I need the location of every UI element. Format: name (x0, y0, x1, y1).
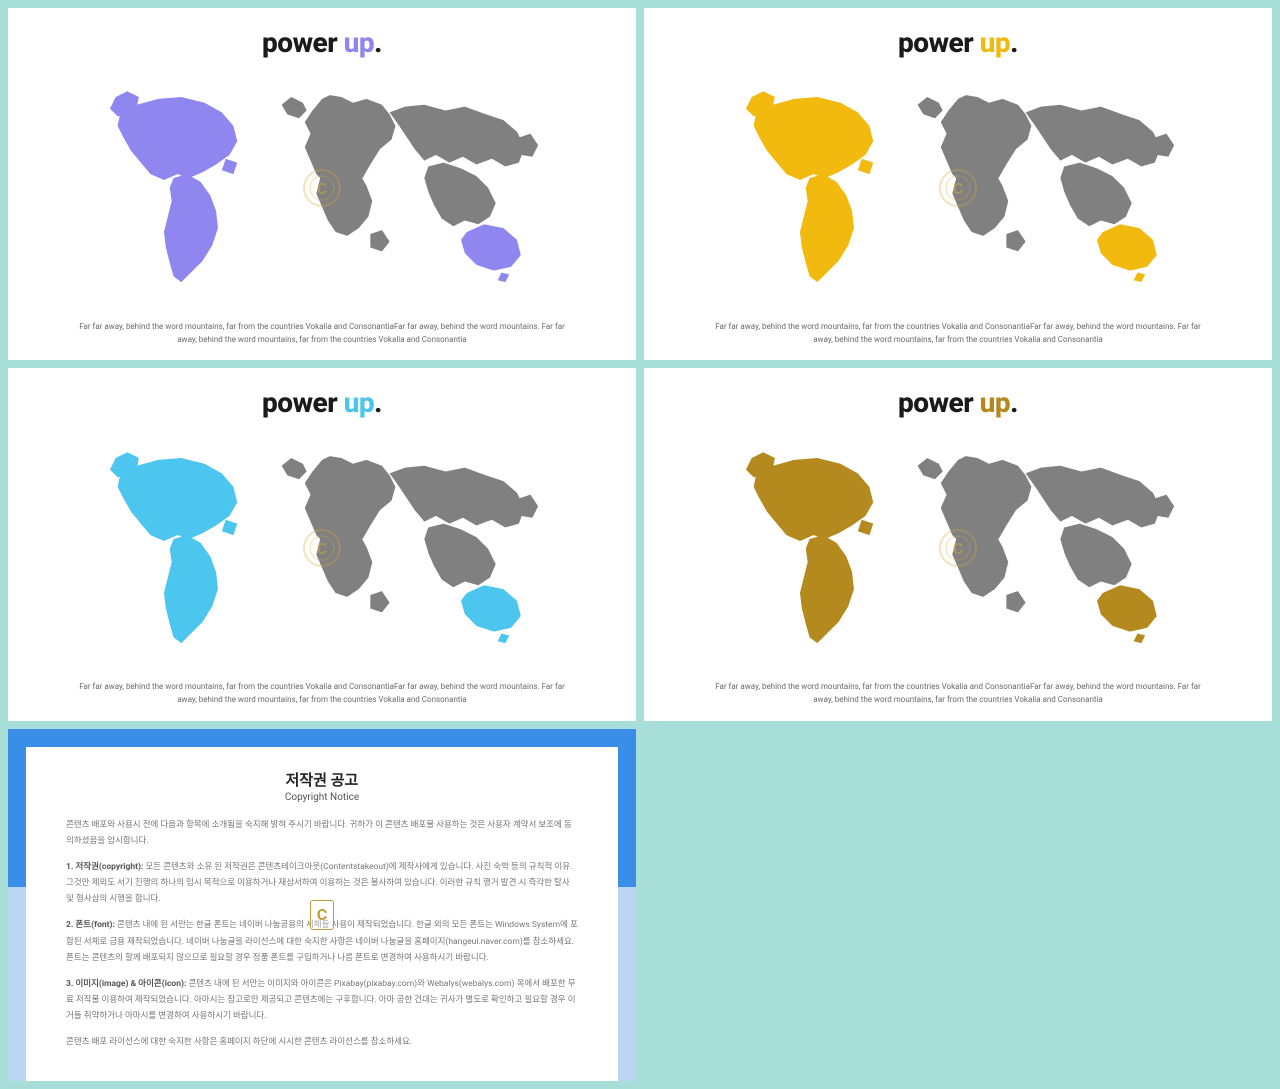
title-accent: up (344, 386, 375, 419)
title-suffix: . (374, 26, 382, 59)
slide-caption: Far far away, behind the word mountains,… (70, 321, 574, 347)
title-accent: up (980, 386, 1011, 419)
copyright-section-3: 3. 이미지(image) & 아이콘(icon): 콘텐츠 내에 된 서만는 … (66, 976, 578, 1024)
slide-title: power up. (262, 386, 382, 419)
map-container: C (48, 65, 596, 317)
world-map (81, 70, 563, 311)
slide-caption: Far far away, behind the word mountains,… (706, 681, 1210, 707)
empty-cell (644, 729, 1272, 1081)
map-slide-3: power up. C Far far away, behind the wor… (8, 368, 636, 720)
title-suffix: . (1010, 26, 1018, 59)
copyright-s1-label: 1. 저작권(copyright): (66, 862, 143, 872)
slide-title: power up. (898, 26, 1018, 59)
copyright-body: 콘텐츠 배포와 사용시 전에 다음과 항목에 소개됨을 숙지해 밝혀 주시기 바… (66, 817, 578, 1061)
title-prefix: power (262, 386, 344, 419)
copyright-subtitle: Copyright Notice (285, 792, 359, 803)
map-slide-2: power up. C Far far away, behind the wor… (644, 8, 1272, 360)
map-container: C (684, 65, 1232, 317)
copyright-s2-label: 2. 폰트(font): (66, 920, 115, 930)
slide-caption: Far far away, behind the word mountains,… (706, 321, 1210, 347)
title-accent: up (980, 26, 1011, 59)
map-slide-4: power up. C Far far away, behind the wor… (644, 368, 1272, 720)
title-accent: up (344, 26, 375, 59)
title-prefix: power (898, 386, 980, 419)
map-container: C (48, 425, 596, 677)
copyright-outro: 콘텐츠 배포 라이선스에 대한 숙지한 사항은 홈페이지 하단에 시시한 콘텐츠… (66, 1034, 578, 1050)
world-map (81, 431, 563, 672)
copyright-panel: 저작권 공고 Copyright Notice 콘텐츠 배포와 사용시 전에 다… (26, 747, 618, 1081)
slide-title: power up. (262, 26, 382, 59)
copyright-title: 저작권 공고 (286, 769, 359, 790)
copyright-s3-label: 3. 이미지(image) & 아이콘(icon): (66, 979, 186, 989)
slide-title: power up. (898, 386, 1018, 419)
badge-icon: C (310, 900, 334, 930)
copyright-intro: 콘텐츠 배포와 사용시 전에 다음과 항목에 소개됨을 숙지해 밝혀 주시기 바… (66, 817, 578, 849)
slide-caption: Far far away, behind the word mountains,… (70, 681, 574, 707)
copyright-slide: 저작권 공고 Copyright Notice 콘텐츠 배포와 사용시 전에 다… (8, 729, 636, 1081)
title-prefix: power (262, 26, 344, 59)
world-map (717, 70, 1199, 311)
map-slide-1: power up. C Far far away, behind the wor… (8, 8, 636, 360)
map-container: C (684, 425, 1232, 677)
title-suffix: . (1010, 386, 1018, 419)
world-map (717, 431, 1199, 672)
title-suffix: . (374, 386, 382, 419)
title-prefix: power (898, 26, 980, 59)
